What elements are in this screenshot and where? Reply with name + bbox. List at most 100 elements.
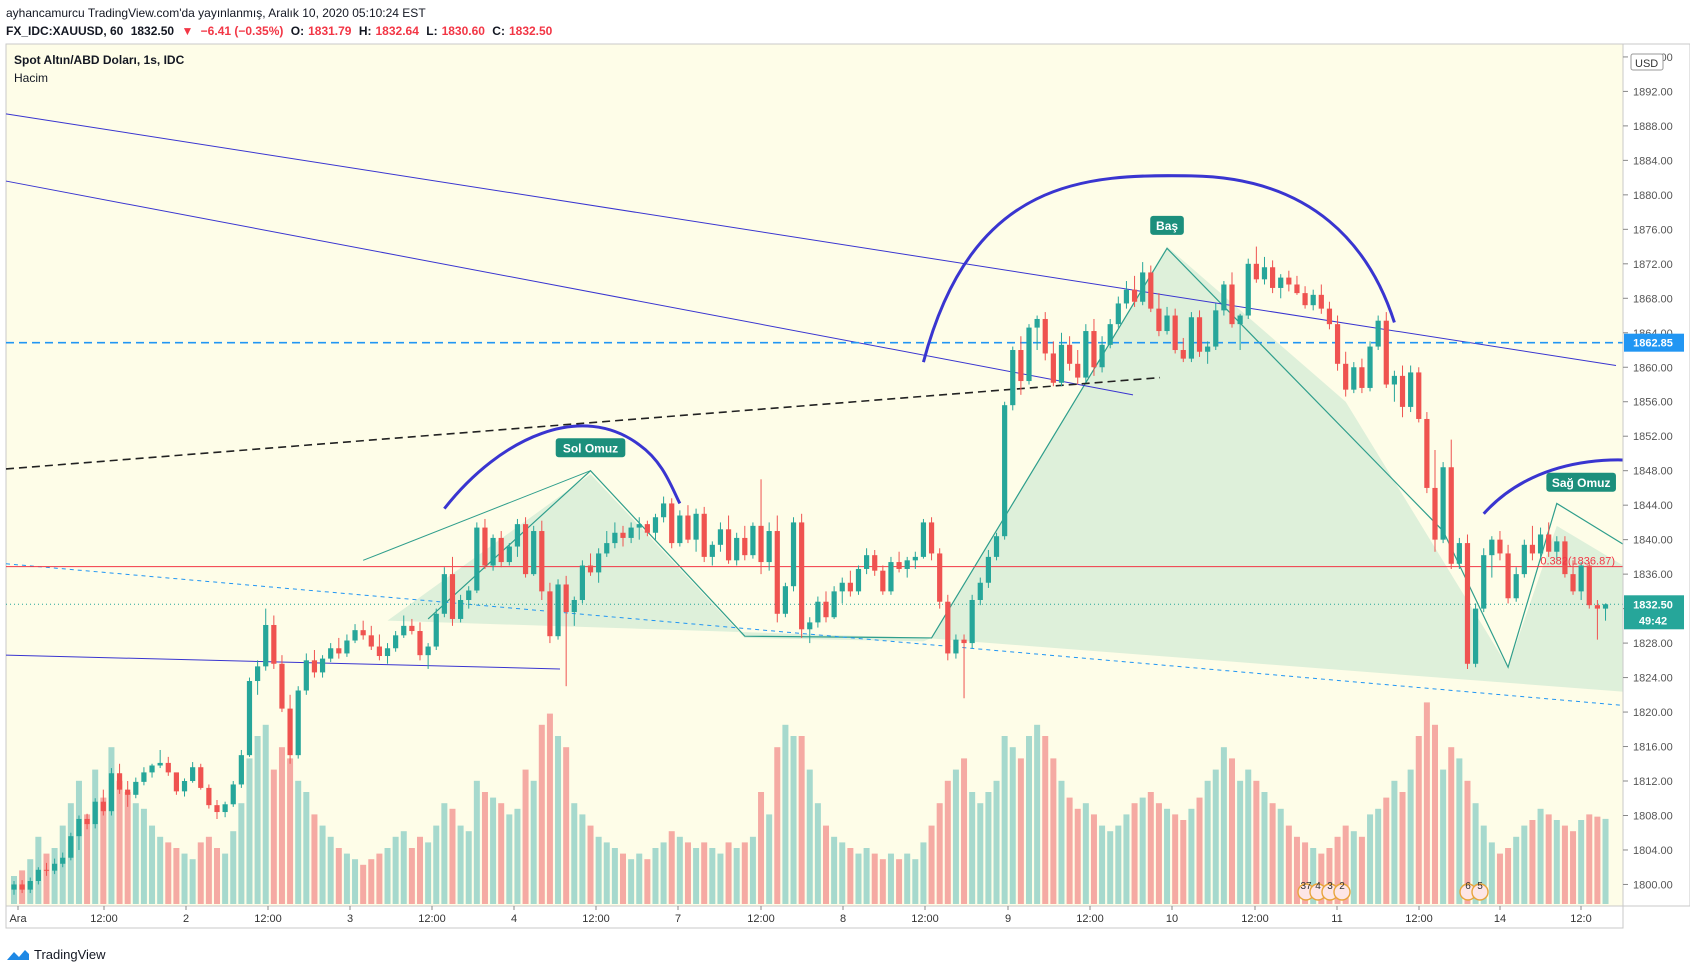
candle-body	[644, 524, 650, 533]
event-badge-count: 3	[1327, 881, 1333, 892]
volume-bar	[530, 780, 537, 904]
candle-body	[1310, 294, 1316, 306]
candle-body	[1237, 315, 1243, 325]
price-tick-label: 1860.00	[1633, 362, 1673, 374]
currency-box	[1630, 53, 1664, 71]
volume-bar	[165, 842, 172, 904]
time-axis[interactable]: Ara 12:00 2 12:00 3 12:00 4 12:00 7 12:00 8 12:00 9 1…	[5, 905, 1624, 929]
volume-bar	[936, 803, 943, 904]
candle-body	[1205, 346, 1211, 352]
price-tick-label: 1848.00	[1633, 466, 1673, 478]
candle-body	[1002, 405, 1008, 537]
volume-bar	[1293, 836, 1300, 904]
price-tick-label: 1808.00	[1633, 810, 1673, 822]
pattern-label-box	[555, 438, 626, 458]
candle-body	[717, 529, 724, 545]
volume-bar	[433, 825, 440, 904]
candle-body	[352, 630, 358, 641]
volume-bar	[863, 848, 870, 904]
volume-bar	[595, 836, 602, 904]
candle-body	[555, 584, 561, 637]
volume-bar	[441, 803, 448, 904]
volume-bar	[1326, 848, 1333, 904]
candle-body	[831, 591, 837, 618]
candle-body	[579, 565, 585, 600]
candle-body	[1334, 324, 1341, 364]
time-tick-label: 12:00	[1241, 913, 1269, 925]
volume-bar	[1034, 724, 1041, 904]
volume-bar	[481, 792, 488, 904]
candle-body	[1229, 284, 1235, 325]
volume-bar	[1383, 797, 1390, 904]
candle-body	[766, 531, 772, 563]
candle-body	[27, 881, 33, 890]
volume-bar	[904, 853, 911, 904]
time-tick-label: 14	[1494, 913, 1506, 925]
volume-bar	[1074, 808, 1081, 904]
candle-body	[1399, 375, 1406, 407]
candle-body	[433, 613, 439, 647]
candle-body	[774, 531, 780, 614]
price-change: −6.41 (−0.35%)	[200, 24, 284, 38]
pattern-label-box	[1150, 215, 1184, 235]
time-tick-label: 7	[675, 913, 681, 925]
candle-body	[920, 522, 927, 557]
price-tick-label: 1868.00	[1633, 293, 1673, 305]
volume-subtitle: Hacim	[14, 71, 48, 85]
volume-bar	[100, 797, 107, 904]
candle-body	[52, 863, 58, 871]
volume-bar	[628, 859, 635, 904]
candle-series	[11, 246, 1609, 895]
candle-body	[864, 555, 870, 569]
candle-body	[1245, 263, 1251, 316]
volume-bar	[246, 758, 253, 904]
candle-body	[701, 513, 707, 557]
upper-channel-line	[5, 113, 1617, 367]
volume-bar	[116, 780, 123, 904]
volume-bar	[977, 803, 984, 904]
volume-bar	[823, 825, 829, 904]
volume-bar	[108, 747, 115, 904]
candle-body	[1083, 331, 1089, 378]
volume-bar	[1139, 797, 1146, 904]
price-tick-label: 1892.00	[1633, 86, 1673, 98]
time-tick-label: 9	[1005, 913, 1011, 925]
volume-bar	[1310, 848, 1317, 904]
event-badge-count: 5	[1477, 881, 1483, 892]
event-badge-icon	[1333, 883, 1351, 901]
price-axis[interactable]: 1800.00 1804.00 1808.00 1812.00 1816.00 1820.…	[1622, 43, 1690, 907]
candle-body	[19, 884, 25, 890]
volume-bar	[684, 842, 691, 904]
volume-bar	[189, 859, 196, 904]
volume-bar	[555, 736, 562, 904]
volume-bar	[644, 859, 651, 904]
candle-body	[888, 562, 894, 592]
volume-bar	[1237, 780, 1244, 904]
event-badge-count: 4	[1315, 881, 1321, 892]
pattern-fill	[387, 246, 1690, 697]
volume-bar	[636, 853, 643, 904]
candle-body	[1391, 375, 1397, 385]
candle-body	[1294, 284, 1300, 294]
candle-body	[1521, 544, 1527, 575]
candle-body	[839, 582, 845, 592]
price-tick-label: 1820.00	[1633, 707, 1673, 719]
candle-body	[1440, 467, 1446, 540]
high-label: H:	[358, 24, 372, 38]
candle-body	[912, 556, 918, 561]
candle-body	[1513, 574, 1519, 599]
candle-body	[1359, 367, 1365, 388]
volume-bar	[1017, 758, 1024, 904]
candle-body	[344, 640, 350, 654]
candle-body	[1156, 308, 1162, 332]
candle-body	[1326, 308, 1333, 325]
time-tick-label: 3	[347, 913, 353, 925]
price-tick-label: 1840.00	[1633, 535, 1673, 547]
candle-body	[1302, 293, 1308, 306]
candle-body	[1489, 539, 1495, 556]
volume-bar	[506, 814, 513, 904]
volume-bar	[912, 859, 919, 904]
candle-body	[571, 599, 577, 613]
candle-body	[1253, 263, 1259, 280]
